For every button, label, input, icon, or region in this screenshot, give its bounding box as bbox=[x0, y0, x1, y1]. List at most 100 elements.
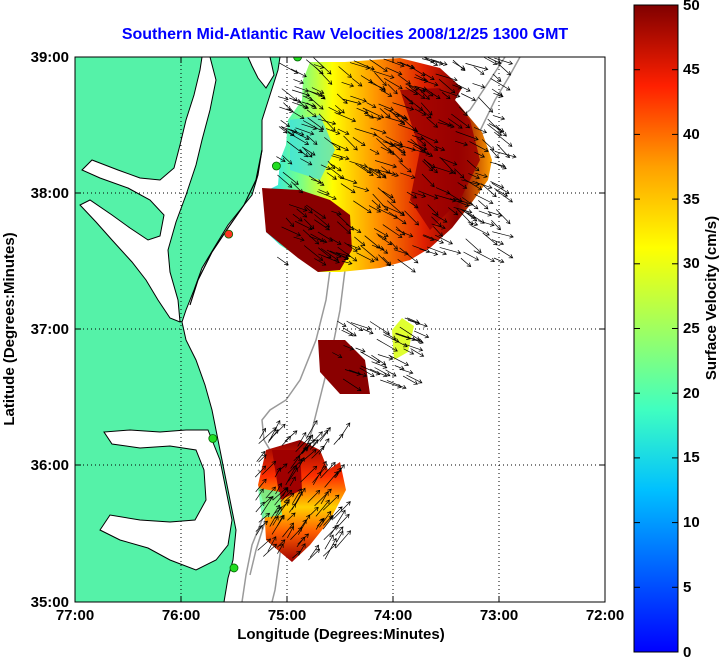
velocity-vector bbox=[334, 112, 357, 123]
velocity-vector bbox=[379, 88, 393, 97]
radar-sites bbox=[208, 57, 302, 573]
velocity-vector bbox=[350, 95, 367, 103]
x-tick-label: 75:00 bbox=[268, 607, 306, 624]
velocity-vector bbox=[294, 86, 310, 93]
velocity-vector bbox=[291, 491, 303, 510]
velocity-vectors bbox=[254, 57, 517, 561]
frame-ticks bbox=[75, 57, 605, 602]
velocity-vector bbox=[306, 109, 317, 118]
velocity-vector bbox=[355, 163, 374, 176]
colorbar-tick-label: 0 bbox=[683, 644, 691, 659]
velocity-vector bbox=[297, 431, 307, 447]
velocity-vector bbox=[470, 224, 490, 236]
velocity-vector bbox=[268, 423, 286, 441]
velocity-vector bbox=[474, 193, 494, 205]
velocity-vector bbox=[290, 527, 303, 541]
colorbar-tick-label: 20 bbox=[683, 385, 700, 402]
velocity-vector bbox=[306, 135, 318, 145]
velocity-vector bbox=[368, 205, 382, 213]
velocity-vector bbox=[336, 509, 346, 525]
velocity-vector bbox=[313, 57, 332, 75]
velocity-vector bbox=[404, 95, 424, 111]
velocity-vector bbox=[463, 178, 483, 191]
velocity-vector bbox=[495, 209, 511, 225]
velocity-vector bbox=[461, 197, 479, 210]
velocity-vector bbox=[308, 548, 321, 561]
velocity-vector bbox=[284, 430, 298, 442]
velocity-vector bbox=[448, 207, 459, 216]
velocity-vector bbox=[347, 243, 362, 251]
velocity-vector bbox=[454, 168, 465, 179]
velocity-vector bbox=[497, 62, 512, 76]
velocity-vector bbox=[478, 97, 494, 113]
velocity-vector bbox=[385, 369, 397, 377]
velocity-vector bbox=[353, 200, 372, 214]
velocity-vector bbox=[334, 105, 345, 114]
velocity-vector bbox=[333, 501, 351, 519]
velocity-vector bbox=[341, 81, 355, 88]
velocity-vector bbox=[322, 494, 340, 511]
velocity-vector bbox=[474, 151, 486, 158]
velocity-vector bbox=[473, 127, 488, 134]
colorbar-tick-label: 30 bbox=[683, 255, 700, 272]
colorbar-ticks bbox=[634, 4, 678, 653]
colorbar-label: Surface Velocity (cm/s) bbox=[703, 216, 720, 380]
velocity-vector bbox=[290, 68, 307, 78]
velocity-vector bbox=[337, 246, 358, 262]
velocity-vector bbox=[285, 217, 295, 228]
velocity-vector bbox=[465, 63, 489, 71]
velocity-vector bbox=[314, 214, 331, 228]
velocity-vector bbox=[369, 321, 391, 335]
velocity-vector bbox=[491, 219, 501, 231]
colorbar-tick-labels: 50 45 40 35 30 25 20 15 10 5 0 bbox=[683, 0, 700, 659]
velocity-vector bbox=[343, 135, 358, 151]
velocity-vector bbox=[282, 155, 293, 165]
velocity-vector bbox=[274, 467, 281, 478]
velocity-vector bbox=[277, 463, 288, 472]
velocity-vector bbox=[342, 378, 362, 392]
velocity-vector bbox=[288, 109, 305, 119]
velocity-vector bbox=[295, 487, 306, 505]
velocity-vector bbox=[494, 188, 508, 197]
velocity-vector bbox=[360, 245, 379, 261]
velocity-vector bbox=[336, 252, 349, 260]
velocity-vector bbox=[350, 322, 372, 331]
velocity-vector bbox=[258, 454, 267, 463]
velocity-vector bbox=[418, 190, 439, 200]
velocity-vector bbox=[336, 530, 344, 543]
velocity-vector bbox=[410, 138, 426, 152]
velocity-vector bbox=[288, 467, 298, 482]
velocity-vector bbox=[255, 501, 265, 513]
velocity-vector bbox=[493, 257, 505, 264]
colorbar-tick-label: 10 bbox=[683, 514, 700, 531]
x-tick-label: 74:00 bbox=[374, 607, 412, 624]
velocity-vector bbox=[277, 96, 289, 101]
velocity-vector bbox=[398, 74, 411, 85]
velocity-vector bbox=[385, 140, 406, 153]
velocity-vector bbox=[301, 101, 316, 108]
velocity-vector bbox=[303, 245, 324, 261]
velocity-vector bbox=[413, 144, 434, 157]
velocity-vector bbox=[305, 420, 318, 439]
velocity-vector bbox=[311, 431, 323, 444]
velocity-vector bbox=[397, 259, 416, 273]
velocity-vector bbox=[403, 343, 424, 352]
velocity-vector bbox=[454, 140, 469, 147]
land-mass bbox=[75, 57, 281, 602]
velocity-vector bbox=[395, 333, 411, 340]
velocity-vector bbox=[265, 486, 276, 499]
velocity-vector bbox=[272, 515, 279, 526]
velocity-vector bbox=[269, 506, 282, 527]
velocity-vector bbox=[263, 543, 277, 557]
velocity-vector bbox=[298, 457, 305, 469]
radar-site-marker bbox=[224, 229, 234, 239]
velocity-vector bbox=[468, 173, 481, 180]
velocity-vector bbox=[412, 135, 425, 141]
velocity-vector bbox=[378, 103, 395, 111]
velocity-vector bbox=[331, 142, 350, 152]
y-tick-labels: 39:00 38:00 37:00 36:00 35:00 bbox=[31, 49, 69, 611]
velocity-vector bbox=[289, 97, 302, 104]
velocity-vector bbox=[326, 172, 337, 180]
velocity-vector bbox=[425, 57, 444, 66]
